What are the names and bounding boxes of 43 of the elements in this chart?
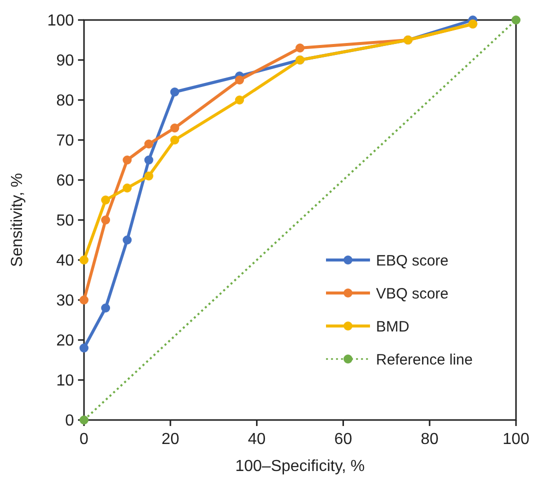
y-tick-label: 100 — [47, 12, 74, 30]
point — [80, 256, 88, 264]
legend-label: EBQ score — [376, 252, 449, 270]
x-tick-label: 60 — [334, 431, 352, 448]
point — [170, 88, 180, 96]
point — [80, 296, 88, 304]
y-tick-label: 40 — [56, 252, 74, 270]
y-tick-label: 80 — [56, 92, 74, 110]
point — [101, 216, 110, 224]
x-tick-label: 40 — [248, 431, 266, 448]
y-tick-label: 70 — [56, 132, 74, 150]
legend-label: BMD — [376, 318, 410, 336]
point — [144, 140, 154, 148]
y-tick-label: 30 — [56, 292, 74, 310]
point — [101, 304, 110, 312]
point — [170, 124, 180, 132]
y-axis-title: Sensitivity, % — [9, 173, 26, 267]
point — [122, 156, 132, 164]
x-tick-label: 100 — [502, 431, 530, 448]
point — [80, 416, 88, 424]
point — [512, 16, 520, 24]
point — [235, 76, 244, 84]
y-tick-label: 0 — [65, 412, 74, 430]
legend-label: Reference line — [376, 351, 473, 368]
x-tick-label: 80 — [420, 431, 439, 448]
legend-label: VBQ score — [376, 285, 449, 302]
y-tick-label: 90 — [56, 52, 74, 70]
point — [122, 236, 132, 244]
x-axis-title: 100–Specificity, % — [235, 458, 365, 475]
point — [80, 344, 88, 352]
y-tick-label: 20 — [56, 332, 74, 350]
y-tick-label: 50 — [56, 212, 74, 230]
point — [122, 184, 132, 192]
x-tick-label: 20 — [162, 431, 180, 448]
point — [144, 172, 154, 180]
y-tick-label: 60 — [56, 172, 74, 190]
point — [101, 196, 110, 204]
point — [144, 156, 154, 164]
point — [235, 96, 244, 104]
point — [170, 136, 180, 144]
x-tick-label: 0 — [80, 431, 89, 448]
y-tick-label: 10 — [56, 372, 74, 390]
point — [296, 44, 304, 52]
